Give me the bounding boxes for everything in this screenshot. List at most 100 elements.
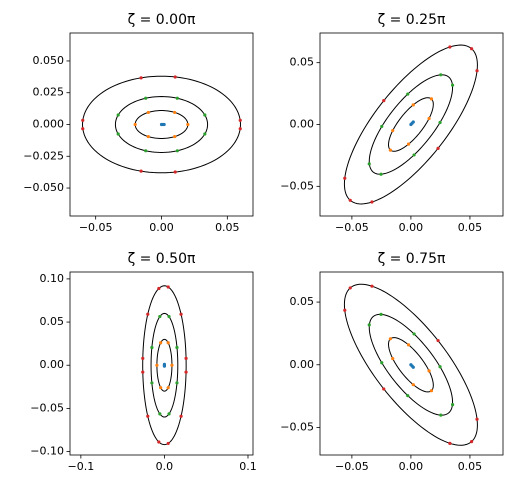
scatter-point: [238, 118, 242, 122]
scatter-point: [157, 286, 161, 291]
scatter-point: [162, 122, 166, 127]
scatter-point: [179, 414, 183, 418]
scatter-point: [388, 337, 392, 341]
contour-ellipse: [150, 312, 179, 418]
scatter-point: [186, 122, 190, 127]
y-tick-label: 0.025: [33, 86, 65, 99]
y-tick-label: 0.05: [290, 56, 315, 69]
scatter-point: [166, 386, 170, 390]
x-tick-label: 0.00: [399, 460, 424, 473]
x-tick-label: 0.05: [458, 460, 483, 473]
scatter-point: [348, 198, 352, 202]
scatter-point: [370, 200, 374, 204]
scatter-point: [382, 387, 386, 391]
scatter-point: [170, 363, 174, 367]
scatter-point: [438, 365, 442, 369]
scatter-point: [367, 162, 371, 166]
scatter-point: [203, 113, 207, 117]
scatter-point: [406, 92, 410, 96]
scatter-point: [406, 343, 411, 347]
y-tick-label: 0.00: [290, 358, 315, 371]
contour-ellipse: [368, 313, 454, 416]
scatter-point: [469, 47, 474, 51]
scatter-point: [173, 75, 177, 79]
x-tick-label: 0.05: [215, 221, 240, 234]
x-tick-label: −0.05: [335, 221, 369, 234]
scatter-point: [388, 148, 392, 152]
scatter-point: [438, 120, 442, 125]
x-tick-label: 0.00: [399, 221, 424, 234]
scatter-point: [167, 412, 171, 416]
scatter-point: [116, 132, 120, 136]
scatter-point: [167, 314, 171, 319]
x-tick-label: 0.1: [239, 460, 257, 473]
scatter-point: [146, 312, 150, 316]
scatter-point: [184, 370, 188, 374]
scatter-point: [475, 69, 479, 73]
scatter-point: [150, 381, 154, 385]
scatter-point: [412, 332, 416, 336]
scatter-point: [166, 285, 170, 289]
x-tick-label: 0.00: [149, 221, 174, 234]
scatter-point: [448, 441, 452, 445]
scatter-point: [343, 176, 347, 180]
subplot-title: ζ = 0.25π: [378, 12, 446, 28]
x-tick-label: −0.05: [79, 221, 113, 234]
y-tick-label: 0.05: [290, 295, 315, 308]
scatter-point: [159, 386, 163, 390]
scatter-point: [439, 413, 443, 417]
scatter-point: [179, 312, 183, 316]
scatter-point: [166, 341, 170, 345]
scatter-point: [448, 45, 452, 49]
scatter-point: [343, 308, 347, 312]
scatter-point: [162, 362, 167, 366]
scatter-point: [412, 153, 416, 157]
scatter-point: [175, 149, 179, 153]
scatter-point: [367, 323, 371, 327]
contour-ellipse: [142, 285, 187, 446]
scatter-point: [380, 361, 384, 365]
scatter-point: [173, 170, 177, 174]
x-tick-label: 0.0: [156, 460, 174, 473]
y-tick-label: 0.00: [40, 358, 65, 371]
scatter-point: [406, 393, 410, 398]
scatter-point: [380, 124, 384, 129]
y-tick-label: −0.10: [30, 445, 64, 458]
subplot-title: ζ = 0.00π: [128, 12, 196, 28]
scatter-point: [429, 389, 434, 393]
scatter-point: [427, 369, 431, 373]
scatter-point: [175, 345, 179, 350]
axes-frame: [69, 271, 254, 456]
scatter-point: [175, 381, 179, 385]
scatter-point: [157, 440, 161, 444]
y-tick-label: −0.05: [280, 420, 314, 433]
scatter-point: [379, 312, 383, 316]
scatter-point: [141, 356, 145, 360]
y-tick-label: −0.050: [23, 181, 64, 194]
y-tick-label: 0.000: [33, 118, 65, 131]
scatter-point: [439, 73, 443, 77]
scatter-point: [436, 146, 440, 150]
y-tick-label: 0.10: [40, 272, 65, 285]
scatter-point: [370, 284, 374, 288]
scatter-point: [469, 439, 474, 444]
scatter-point: [150, 345, 154, 350]
x-tick-label: 0.05: [458, 221, 483, 234]
scatter-point: [139, 169, 143, 173]
scatter-point: [475, 417, 479, 421]
scatter-point: [427, 116, 431, 121]
scatter-point: [166, 441, 170, 446]
scatter-point: [116, 113, 120, 117]
scatter-point: [158, 412, 162, 416]
contour-ellipse: [82, 75, 241, 174]
scatter-point: [155, 363, 159, 367]
subplot-title: ζ = 0.75π: [378, 251, 446, 267]
scatter-point: [348, 286, 352, 290]
y-tick-label: 0.05: [40, 315, 65, 328]
scatter-point: [146, 134, 150, 139]
scatter-point: [133, 122, 137, 127]
scatter-point: [159, 341, 163, 345]
scatter-point: [81, 118, 85, 122]
scatter-point: [411, 365, 415, 369]
scatter-point: [450, 83, 455, 87]
